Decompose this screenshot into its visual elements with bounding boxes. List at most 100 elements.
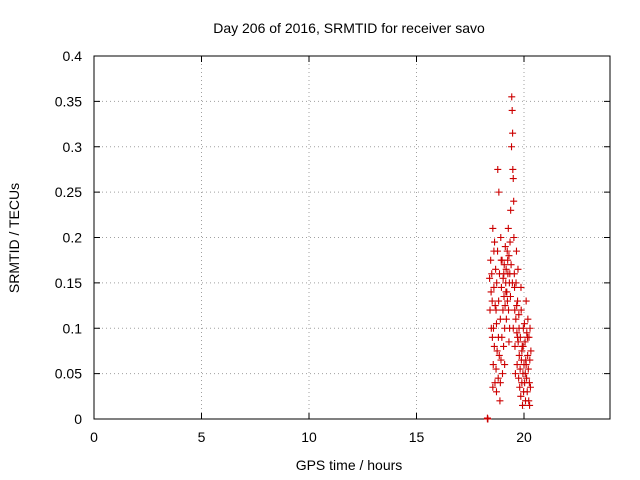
data-point: [515, 311, 523, 319]
data-point: [500, 292, 508, 300]
data-point: [495, 297, 503, 305]
y-tick-label: 0.2: [63, 230, 83, 246]
data-point: [505, 338, 513, 346]
data-point: [515, 374, 523, 382]
x-tick-label: 20: [516, 429, 532, 445]
data-point: [514, 297, 522, 305]
y-tick-label: 0.25: [55, 184, 82, 200]
data-point: [489, 383, 497, 391]
data-point: [497, 256, 505, 264]
data-point: [511, 370, 519, 378]
data-point: [499, 370, 506, 378]
data-point: [513, 329, 521, 337]
data-point: [523, 374, 531, 382]
data-point: [493, 347, 501, 355]
data-point: [513, 302, 521, 310]
data-point: [492, 265, 500, 273]
data-point: [519, 324, 527, 332]
data-point: [499, 274, 507, 282]
data-point: [517, 392, 525, 400]
data-point: [527, 347, 535, 355]
data-point: [520, 320, 528, 328]
data-point: [487, 256, 495, 264]
data-point: [492, 306, 500, 314]
data-point: [508, 279, 516, 287]
data-point: [504, 256, 512, 264]
data-point: [488, 270, 496, 278]
data-point: [496, 379, 504, 387]
data-point: [523, 329, 531, 337]
data-point: [492, 365, 500, 373]
data-point: [511, 306, 519, 314]
data-point: [512, 315, 520, 323]
data-point: [488, 297, 496, 305]
data-point: [524, 315, 532, 323]
data-point: [523, 388, 531, 396]
data-point: [486, 274, 494, 282]
y-axis-label: SRMTID / TECUs: [6, 183, 22, 293]
data-point: [490, 247, 498, 255]
data-point: [517, 306, 525, 314]
data-point: [502, 315, 510, 323]
data-point: [501, 302, 509, 310]
data-point: [490, 342, 498, 350]
data-point: [500, 342, 508, 350]
data-point: [487, 288, 495, 296]
data-point: [521, 338, 529, 346]
data-point: [484, 415, 492, 423]
data-point: [526, 356, 534, 364]
data-point: [492, 320, 500, 328]
data-point: [524, 351, 532, 359]
data-point: [524, 365, 532, 373]
x-tick-label: 5: [198, 429, 206, 445]
y-tick-label: 0.35: [55, 93, 82, 109]
data-point: [494, 333, 502, 341]
y-tick-label: 0.1: [63, 320, 83, 336]
data-point: [494, 374, 502, 382]
data-point: [508, 93, 516, 101]
data-point: [488, 333, 496, 341]
data-point: [490, 283, 498, 291]
data-point: [500, 261, 508, 269]
data-point: [526, 383, 534, 391]
data-point: [505, 252, 513, 260]
data-point: [491, 302, 499, 310]
data-points: [483, 93, 535, 423]
data-point: [516, 365, 524, 373]
data-point: [508, 106, 516, 114]
data-point: [506, 238, 514, 246]
data-point: [516, 383, 524, 391]
data-point: [508, 143, 516, 151]
data-point: [510, 197, 518, 205]
y-tick-label: 0.4: [63, 48, 83, 64]
x-tick-label: 10: [301, 429, 317, 445]
data-point: [503, 247, 511, 255]
data-point: [505, 306, 513, 314]
data-point: [506, 270, 514, 278]
data-point: [507, 261, 515, 269]
data-point: [513, 361, 521, 369]
data-point: [501, 361, 509, 369]
data-point: [511, 283, 519, 291]
data-point: [512, 247, 520, 255]
data-point: [510, 234, 518, 241]
data-point: [500, 270, 508, 278]
data-point: [509, 324, 517, 332]
data-point: [511, 342, 519, 350]
data-point: [486, 306, 494, 314]
data-point: [495, 351, 503, 359]
data-point: [504, 224, 512, 232]
chart-title: Day 206 of 2016, SRMTID for receiver sav…: [213, 20, 485, 36]
x-tick-label: 15: [409, 429, 425, 445]
data-point: [519, 342, 527, 350]
data-point: [487, 324, 495, 332]
data-point: [518, 347, 526, 355]
data-point: [517, 283, 525, 291]
data-point: [492, 388, 500, 396]
data-point: [509, 165, 517, 173]
y-tick-label: 0.15: [55, 275, 82, 291]
data-point: [509, 175, 517, 183]
data-point: [518, 401, 526, 409]
